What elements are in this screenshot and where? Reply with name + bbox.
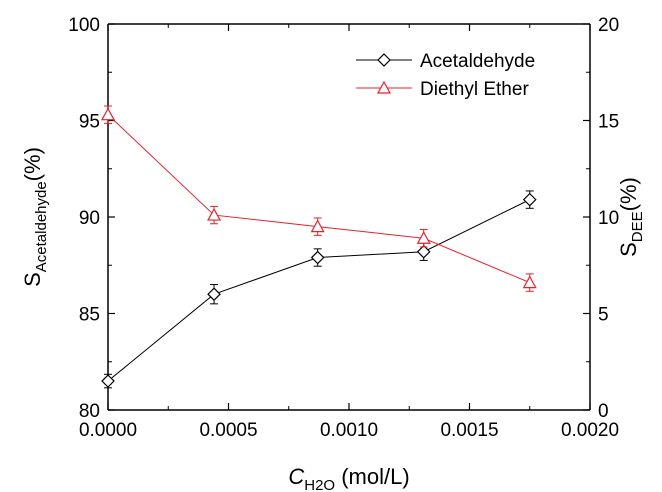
tick-labels: 0.0000 0.0005 0.0010 0.0015 0.0020 80 85 90 95 10…: [68, 15, 619, 441]
legend: Acetaldehyde Diethyl Ether: [356, 51, 535, 100]
x-axis-title-sub: H2O: [304, 477, 335, 492]
x-axis-title-main: C: [288, 464, 304, 489]
data-point: [522, 275, 537, 289]
data-point: [416, 230, 431, 244]
data-point: [101, 374, 115, 388]
data-point: [522, 192, 537, 207]
y-axis-left-title: SAcetaldehyde(%): [20, 147, 50, 287]
x-tick-label: 0.0000: [79, 420, 137, 441]
x-tick-label: 0.0010: [320, 420, 378, 441]
series-diethyl-ether: [100, 105, 537, 292]
series-acetaldehyde: [101, 190, 537, 389]
y-axis-right-title-main: S: [616, 242, 641, 257]
y-right-tick-label: 20: [598, 15, 619, 36]
data-point: [310, 250, 325, 265]
series-layer: [100, 105, 537, 389]
legend-label-diethyl-ether: Diethyl Ether: [420, 79, 529, 100]
y-left-tick-label: 80: [79, 401, 100, 422]
x-axis-title: CH2O (mol/L): [288, 464, 409, 492]
x-tick-label: 0.0005: [199, 420, 257, 441]
data-point: [416, 244, 431, 259]
y-right-tick-label: 10: [598, 208, 619, 229]
axis-ticks: [107, 23, 591, 411]
x-axis-title-unit: (mol/L): [335, 464, 410, 489]
y-axis-left-title-sub: Acetaldehyde: [33, 181, 50, 272]
y-left-tick-label: 85: [79, 305, 100, 326]
y-right-tick-label: 5: [598, 305, 609, 326]
data-point: [207, 207, 222, 221]
y-left-tick-label: 100: [68, 15, 100, 36]
y-axis-right-title: SDEE(%): [616, 177, 646, 257]
x-tick-label: 0.0020: [561, 420, 619, 441]
y-axis-left-title-main: S: [20, 272, 45, 287]
y-axis-right-title-sub: DEE: [629, 211, 646, 242]
y-axis-left-title-unit: (%): [20, 147, 45, 181]
data-point: [207, 287, 221, 302]
legend-marker-acetaldehyde: [377, 53, 391, 67]
y-axis-right-title-unit: (%): [616, 177, 641, 211]
data-point: [310, 219, 325, 233]
legend-label-acetaldehyde: Acetaldehyde: [420, 51, 535, 72]
legend-marker-diethyl-ether: [376, 80, 392, 94]
y-right-tick-label: 15: [598, 112, 619, 133]
x-tick-label: 0.0015: [440, 420, 498, 441]
y-right-tick-label: 0: [598, 401, 609, 422]
y-left-tick-label: 95: [79, 112, 100, 133]
y-left-tick-label: 90: [79, 208, 100, 229]
data-point: [100, 107, 116, 121]
